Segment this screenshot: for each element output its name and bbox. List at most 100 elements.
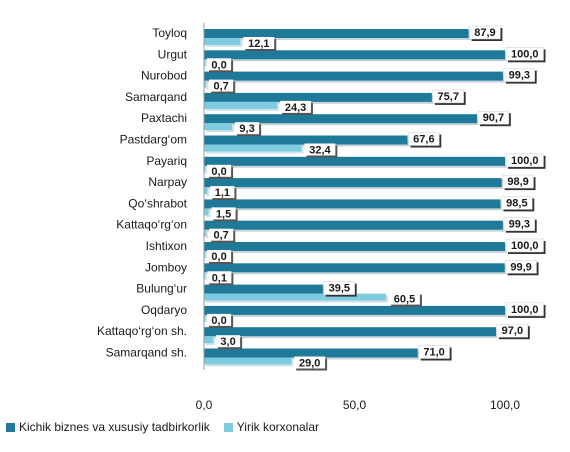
category-label-5: Pastdarg‘om bbox=[120, 133, 187, 147]
bar-kichik-8 bbox=[204, 199, 501, 209]
bar-shadow-yirik-6 bbox=[206, 167, 208, 175]
data-label-kichik-0: 87,9 bbox=[474, 27, 495, 39]
data-label-yirik-14: 3,0 bbox=[220, 336, 235, 348]
data-label-yirik-3: 24,3 bbox=[285, 102, 306, 114]
bar-yirik-2 bbox=[204, 80, 207, 88]
bar-yirik-15 bbox=[204, 357, 292, 365]
data-label-yirik-7: 1,1 bbox=[215, 187, 230, 199]
data-label-yirik-4: 9,3 bbox=[239, 123, 254, 135]
bar-shadow-yirik-11 bbox=[206, 274, 208, 282]
bar-kichik-14 bbox=[204, 327, 496, 337]
data-label-box-kichik-14 bbox=[496, 323, 529, 338]
bar-shadow-yirik-13 bbox=[206, 316, 208, 324]
category-label-15: Samarqand sh. bbox=[106, 346, 187, 360]
data-label-box-yirik-12 bbox=[389, 292, 420, 305]
x-tick-label-2: 100,0 bbox=[490, 398, 520, 412]
data-label-box-kichik-1 bbox=[505, 47, 544, 61]
data-label-kichik-15: 71,0 bbox=[423, 347, 444, 359]
data-label-yirik-10: 0,0 bbox=[211, 251, 226, 263]
category-label-12: Bulung‘ur bbox=[136, 282, 187, 296]
bar-kichik-13 bbox=[204, 305, 505, 315]
data-label-box-yirik-1 bbox=[207, 58, 232, 71]
bar-kichik-9 bbox=[204, 220, 503, 230]
bars bbox=[204, 29, 507, 367]
data-label-kichik-11: 99,9 bbox=[510, 261, 531, 273]
data-label-kichik-4: 90,7 bbox=[483, 112, 504, 124]
data-label-box-yirik-0 bbox=[243, 37, 275, 49]
data-label-yirik-0: 12,1 bbox=[248, 38, 269, 50]
category-label-13: Oqdaryo bbox=[141, 303, 187, 317]
data-labels: 87,9 12,1 100,0 0,0 99,3 0,7 75,7 24,3 90,7 9,3 67… bbox=[207, 25, 546, 371]
legend-swatch-kichik bbox=[6, 422, 15, 432]
data-label-box-yirik-11 bbox=[207, 271, 232, 284]
legend-label-yirik: Yirik korxonalar bbox=[236, 420, 319, 434]
bar-kichik-2 bbox=[204, 71, 503, 81]
bar-shadow-yirik-1 bbox=[206, 61, 208, 69]
bar-yirik-10 bbox=[204, 251, 206, 258]
data-label-yirik-8: 1,5 bbox=[216, 208, 231, 220]
data-label-kichik-5: 67,6 bbox=[413, 134, 434, 146]
bar-kichik-11 bbox=[204, 263, 505, 273]
bar-yirik-9 bbox=[204, 229, 207, 237]
data-label-yirik-15: 29,0 bbox=[299, 358, 320, 370]
data-label-kichik-8: 98,5 bbox=[506, 197, 527, 209]
data-label-box-kichik-5 bbox=[408, 132, 440, 146]
bar-yirik-11 bbox=[204, 272, 206, 280]
data-label-box-kichik-11 bbox=[505, 260, 537, 274]
data-label-yirik-11: 0,1 bbox=[212, 272, 227, 284]
legend-item-yirik: Yirik korxonalar bbox=[223, 420, 319, 434]
bar-yirik-8 bbox=[204, 208, 209, 216]
data-label-yirik-6: 0,0 bbox=[211, 166, 226, 178]
category-label-11: Jomboy bbox=[145, 260, 187, 274]
category-label-7: Narpay bbox=[148, 175, 187, 189]
data-label-box-yirik-15 bbox=[294, 356, 326, 369]
bar-kichik-1 bbox=[204, 50, 505, 60]
data-label-kichik-2: 99,3 bbox=[509, 70, 530, 82]
data-label-box-kichik-13 bbox=[505, 302, 544, 317]
bar-kichik-6 bbox=[204, 156, 505, 166]
data-label-kichik-14: 97,0 bbox=[502, 325, 523, 337]
data-label-kichik-13: 100,0 bbox=[511, 304, 539, 316]
data-label-box-yirik-5 bbox=[304, 143, 336, 156]
category-label-2: Nurobod bbox=[141, 69, 187, 83]
bar-yirik-3 bbox=[204, 101, 278, 109]
data-label-yirik-5: 32,4 bbox=[309, 145, 331, 157]
data-label-box-kichik-10 bbox=[505, 238, 544, 253]
legend-label-kichik: Kichik biznes va xususiy tadbirkorlik bbox=[19, 420, 210, 434]
x-axis: 0,0 50,0 100,0 bbox=[196, 23, 520, 412]
data-label-box-yirik-7 bbox=[210, 186, 235, 199]
category-label-14: Kattaqo‘rg‘on sh. bbox=[97, 324, 187, 338]
data-label-box-yirik-13 bbox=[207, 313, 232, 326]
bar-kichik-5 bbox=[204, 135, 408, 145]
data-label-yirik-12: 60,5 bbox=[394, 294, 415, 306]
category-label-9: Kattaqo‘rg‘on bbox=[116, 218, 187, 232]
data-label-box-kichik-0 bbox=[469, 25, 501, 40]
category-label-4: Paxtachi bbox=[141, 111, 187, 125]
data-label-box-kichik-7 bbox=[502, 174, 534, 189]
bar-shadow-yirik-10 bbox=[206, 253, 208, 260]
data-label-kichik-6: 100,0 bbox=[511, 155, 539, 167]
legend-item-kichik: Kichik biznes va xususiy tadbirkorlik bbox=[6, 420, 210, 434]
data-label-box-kichik-15 bbox=[418, 345, 450, 359]
data-label-box-yirik-6 bbox=[207, 164, 232, 177]
data-label-yirik-1: 0,0 bbox=[211, 59, 226, 71]
bar-yirik-4 bbox=[204, 123, 232, 131]
data-label-kichik-3: 75,7 bbox=[438, 91, 459, 103]
category-label-1: Urgut bbox=[158, 47, 188, 61]
bar-chart: Toyloq Urgut Nurobod Samarqand Paxtachi Pastd… bbox=[97, 23, 546, 412]
data-label-box-yirik-3 bbox=[280, 100, 311, 113]
bar-kichik-7 bbox=[204, 178, 502, 188]
bar-yirik-0 bbox=[204, 38, 241, 45]
category-label-0: Toyloq bbox=[152, 26, 187, 40]
data-label-box-kichik-8 bbox=[501, 196, 533, 210]
data-label-yirik-2: 0,7 bbox=[214, 81, 229, 93]
bar-kichik-4 bbox=[204, 114, 478, 124]
bar-yirik-13 bbox=[204, 314, 206, 322]
legend-swatch-yirik bbox=[223, 422, 233, 432]
data-label-box-kichik-2 bbox=[503, 68, 535, 82]
bar-yirik-12 bbox=[204, 293, 387, 301]
data-label-kichik-12: 39,5 bbox=[329, 283, 350, 295]
category-label-8: Qo‘shrabot bbox=[128, 196, 187, 210]
data-label-box-yirik-8 bbox=[211, 207, 236, 220]
bar-yirik-14 bbox=[204, 336, 214, 344]
